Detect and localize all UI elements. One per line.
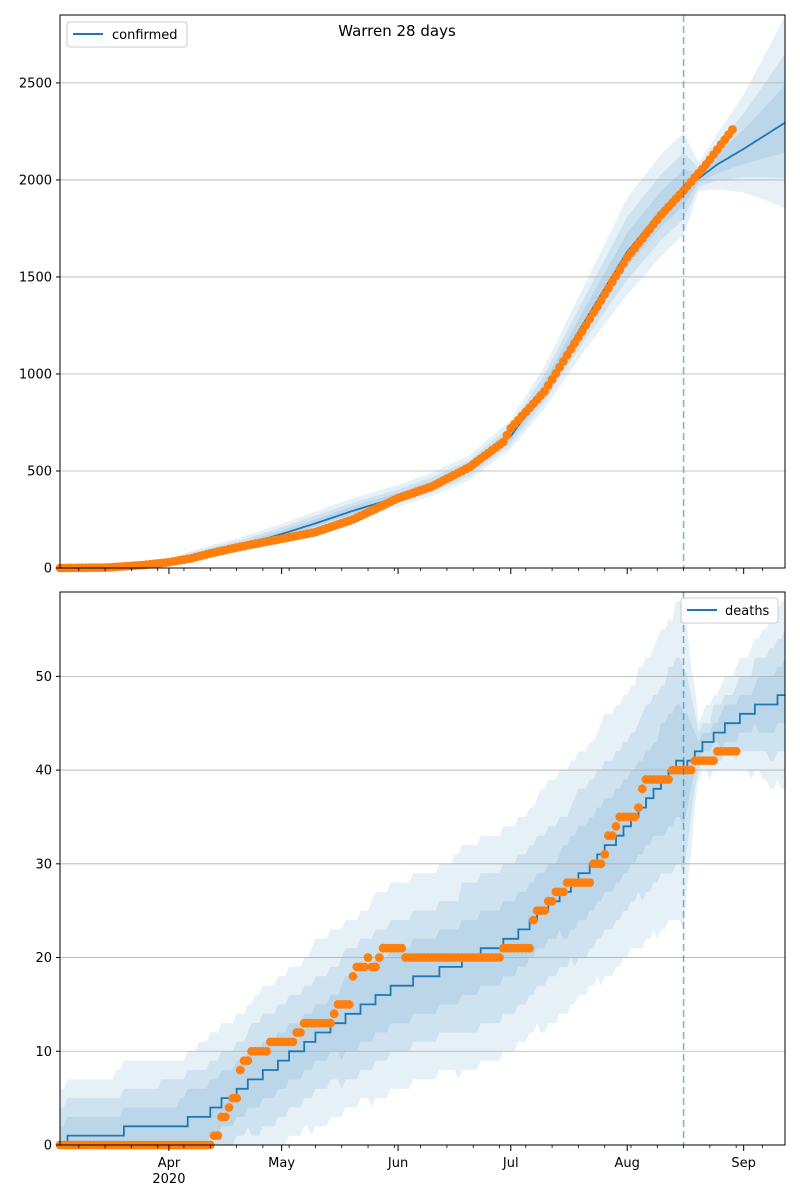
deaths-observed-point <box>559 887 568 897</box>
confirmed-observed-point <box>728 125 737 134</box>
deaths-observed-point <box>495 953 504 962</box>
deaths-ytick-label: 50 <box>35 670 52 685</box>
deaths-legend-box <box>680 597 779 624</box>
deaths-observed-point <box>232 1093 242 1103</box>
deaths-observed-point <box>243 1056 253 1065</box>
x-tick-label: Jul <box>502 1156 519 1171</box>
confirmed-y-axis: 0 500 1000 1500 2000 2500 <box>19 76 60 577</box>
confirmed-panel: 0 500 1000 1500 2000 2500 confirmed <box>19 14 786 577</box>
deaths-observed-point <box>348 971 358 981</box>
deaths-observed-point <box>596 859 606 869</box>
deaths-observed-point <box>600 850 610 859</box>
deaths-observed-point <box>363 953 373 962</box>
x-tick-year-label: 2020 <box>152 1172 185 1187</box>
x-tick-label: Aug <box>615 1156 640 1171</box>
deaths-observed-point <box>686 765 696 775</box>
deaths-observed-point <box>637 784 647 794</box>
confirmed-axes-frame <box>59 14 786 569</box>
x-tick-label: Jun <box>387 1156 408 1171</box>
confirmed-ytick-label: 500 <box>27 464 52 479</box>
deaths-observed-point <box>288 1037 298 1047</box>
deaths-observed-point <box>235 1065 245 1075</box>
confirmed-ytick-label: 2000 <box>19 173 52 188</box>
deaths-observed-point <box>220 1112 230 1122</box>
deaths-legend-label: deaths <box>725 604 770 619</box>
confirmed-ytick-label: 2500 <box>19 76 52 91</box>
deaths-observed-point <box>607 831 617 841</box>
deaths-band-1 <box>60 601 785 1145</box>
deaths-observed-point <box>371 962 380 972</box>
deaths-observed-point <box>397 943 407 953</box>
deaths-observed-point <box>344 1000 354 1009</box>
deaths-observed-point <box>634 803 643 812</box>
confirmed-observed-point <box>498 437 508 447</box>
deaths-ytick-label: 10 <box>35 1045 52 1060</box>
deaths-ytick-label: 20 <box>35 951 52 966</box>
deaths-observed-point <box>585 878 595 887</box>
confirmed-legend-label: confirmed <box>112 28 178 43</box>
deaths-observed-point <box>262 1046 271 1056</box>
deaths-observed-point <box>540 906 549 916</box>
deaths-observed-point <box>525 943 534 953</box>
deaths-observed-point <box>709 756 718 766</box>
confirmed-ytick-label: 1000 <box>19 367 52 382</box>
deaths-ytick-label: 30 <box>35 857 52 872</box>
deaths-observed-point <box>224 1103 234 1112</box>
deaths-observed-point <box>731 746 741 756</box>
deaths-y-axis: 0 10 20 30 40 50 <box>35 670 60 1154</box>
deaths-observed-point <box>630 812 640 822</box>
deaths-observed-point <box>611 821 621 831</box>
deaths-observed-point <box>326 1018 335 1028</box>
deaths-band-2 <box>60 629 785 1145</box>
deaths-observed-point <box>296 1028 305 1037</box>
confirmed-legend-box <box>66 21 188 48</box>
deaths-legend: deaths <box>680 597 779 624</box>
deaths-observed-point <box>213 1131 223 1140</box>
confirmed-plot-frame <box>59 14 786 569</box>
deaths-observed-point <box>664 775 673 784</box>
deaths-uncertainty-bands <box>60 601 785 1145</box>
deaths-ytick-label: 40 <box>35 764 52 779</box>
deaths-axes-frame <box>59 591 786 1146</box>
deaths-observed-point <box>547 896 557 906</box>
deaths-observed-point <box>329 1009 339 1019</box>
confirmed-ytick-label: 0 <box>44 562 52 577</box>
x-tick-label: Apr <box>158 1156 181 1171</box>
confirmed-observed-point <box>502 430 512 440</box>
figure-title: Warren 28 days <box>338 22 456 40</box>
deaths-observed-point <box>528 915 538 925</box>
confirmed-x-axis <box>78 568 763 574</box>
deaths-plot-frame <box>59 591 786 1146</box>
confirmed-legend: confirmed <box>66 21 188 48</box>
deaths-observed-point <box>359 962 369 972</box>
deaths-observed-point <box>374 953 384 962</box>
confirmed-gridlines <box>60 82 785 472</box>
x-tick-label: Sep <box>731 1156 756 1171</box>
x-tick-label: May <box>268 1156 295 1171</box>
deaths-ytick-label: 0 <box>44 1139 52 1154</box>
confirmed-ytick-label: 1500 <box>19 270 52 285</box>
